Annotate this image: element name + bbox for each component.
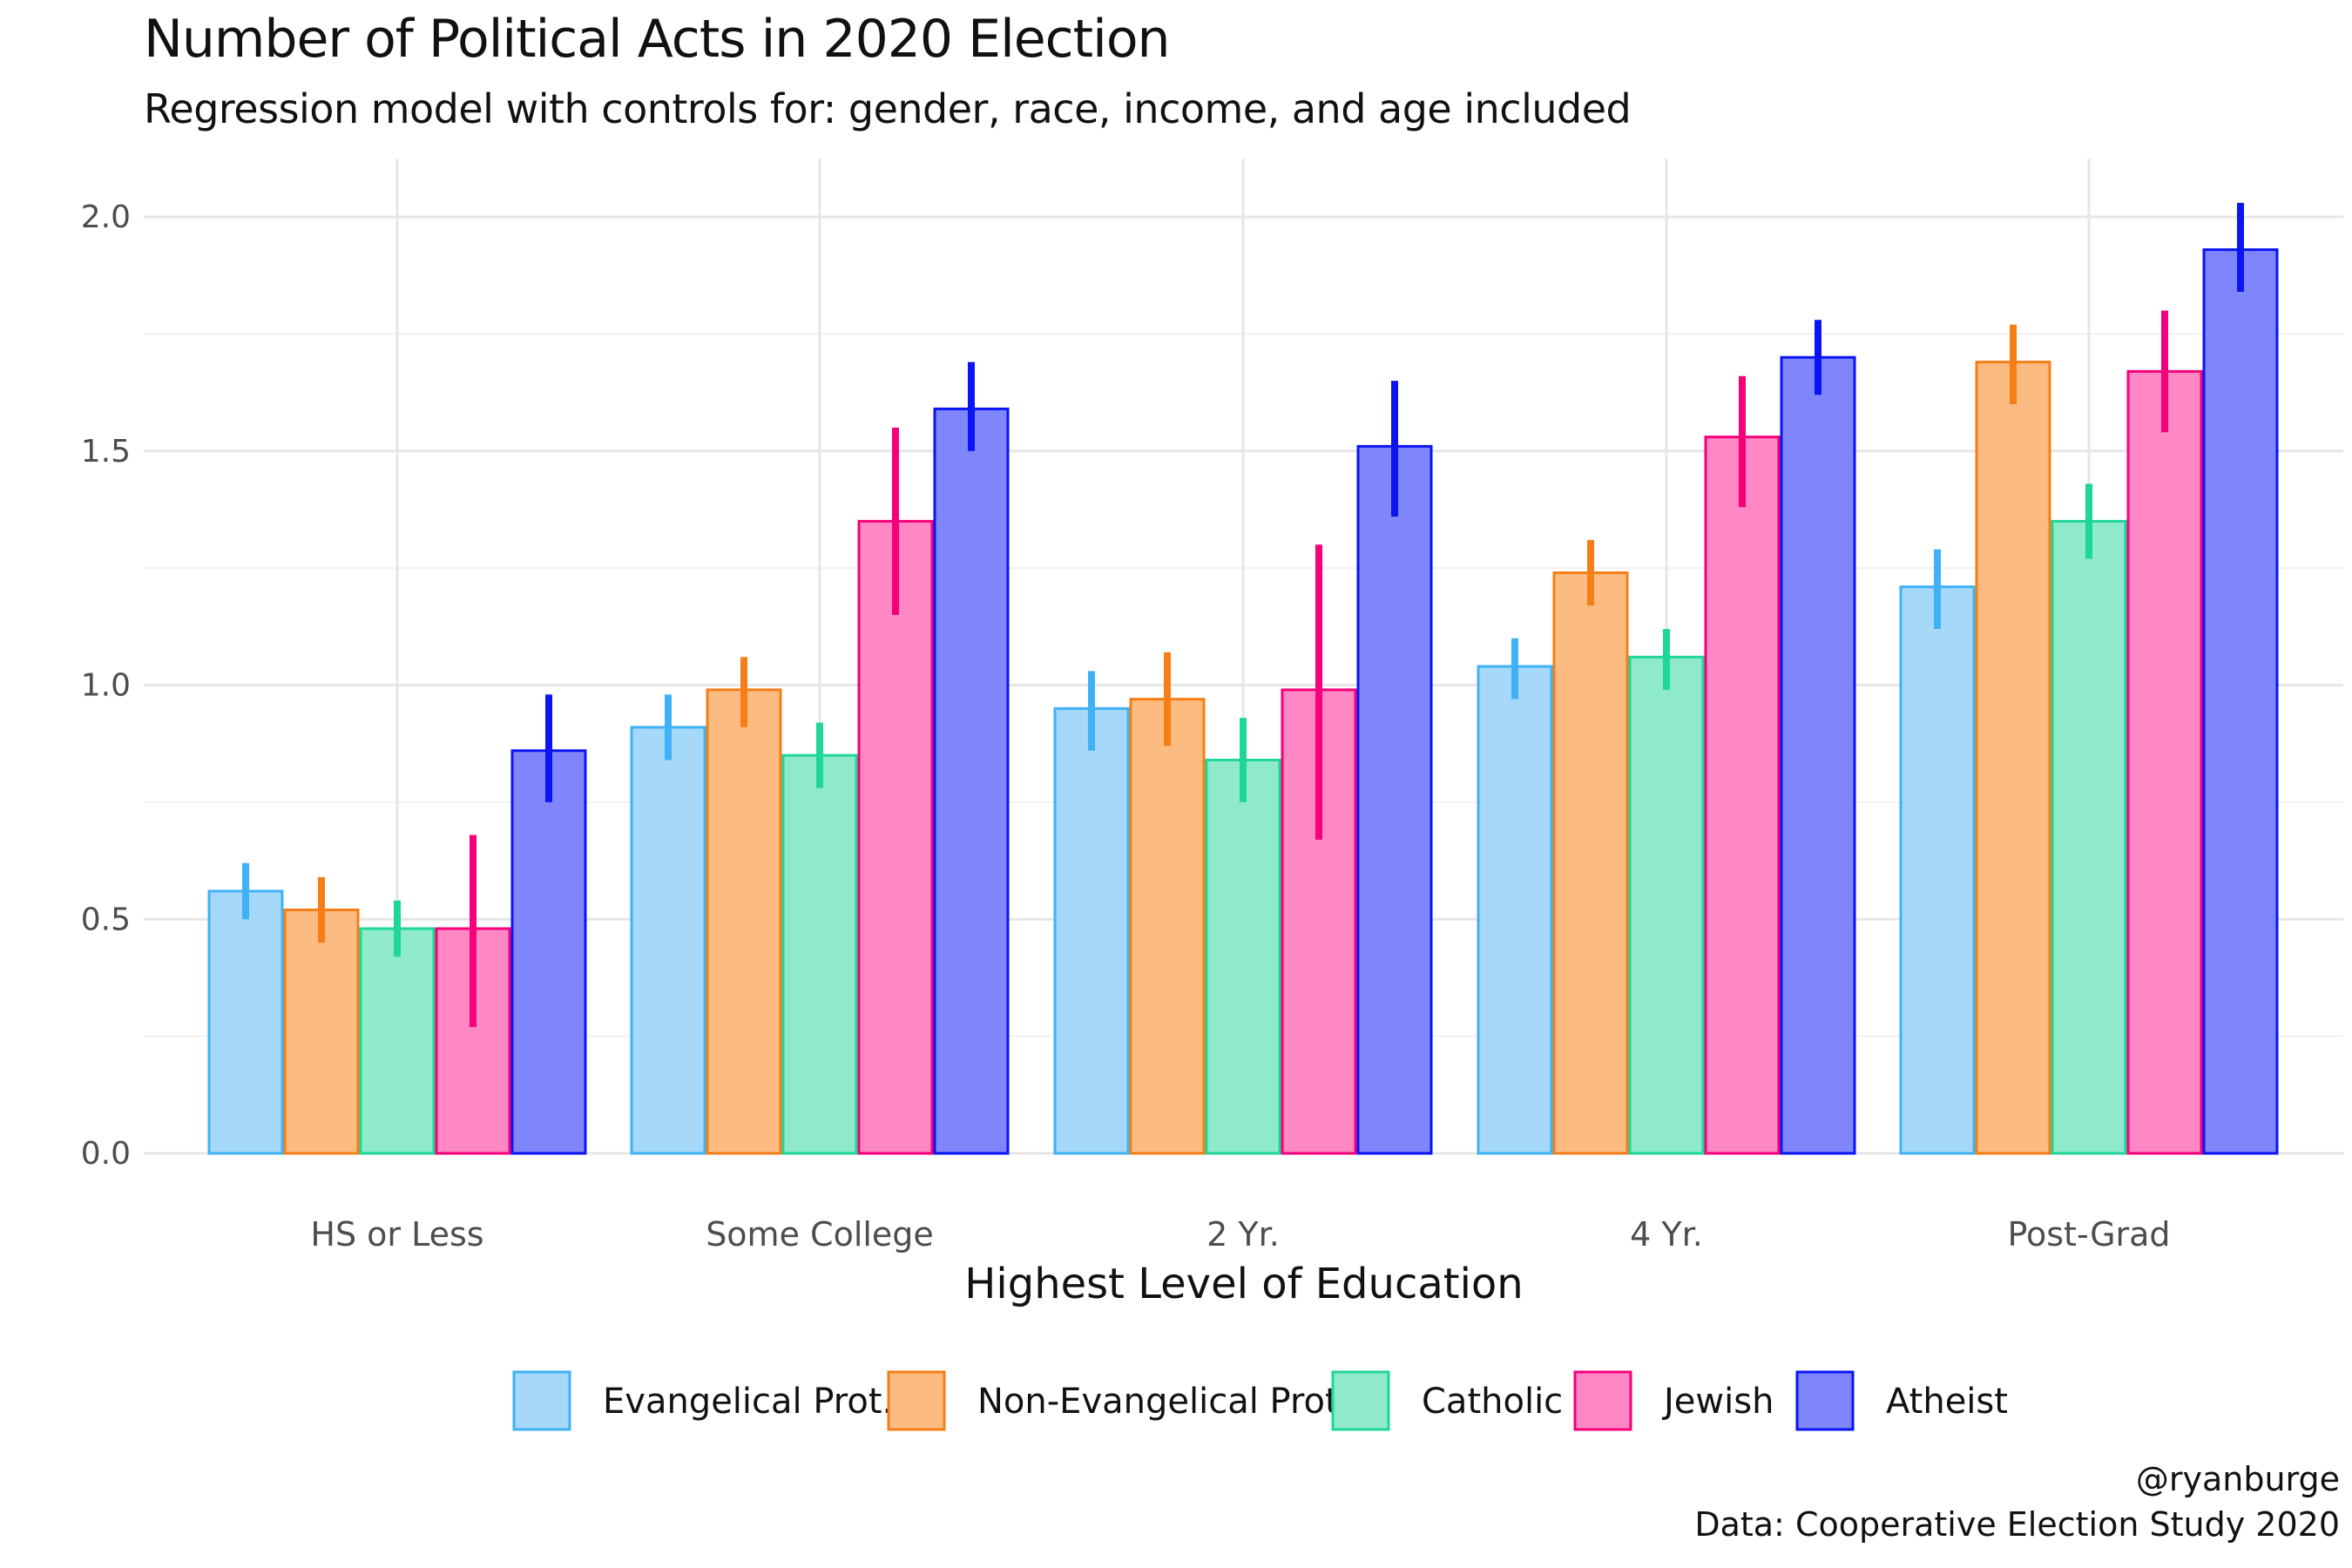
legend-key — [512, 1370, 571, 1431]
x-tick-label: 2 Yr. — [1206, 1215, 1280, 1254]
legend-key — [887, 1370, 946, 1431]
bar — [2051, 519, 2127, 1155]
legend-label: Non-Evangelical Prot. — [977, 1382, 1349, 1422]
bar — [1053, 706, 1130, 1155]
bar — [435, 927, 511, 1155]
legend-key — [1573, 1370, 1632, 1431]
bar — [2126, 369, 2203, 1155]
legend-label: Catholic — [1422, 1382, 1563, 1422]
x-tick-label: Some College — [706, 1215, 934, 1254]
bar — [1628, 655, 1705, 1155]
legend: Evangelical Prot. Non-Evangelical Prot. Ca… — [512, 1370, 2008, 1431]
x-tick-label: Post-Grad — [2007, 1215, 2170, 1254]
legend-key — [1331, 1370, 1390, 1431]
y-tick-label: 0.5 — [81, 902, 131, 937]
x-axis-title: Highest Level of Education — [964, 1260, 1523, 1308]
bar — [2202, 248, 2279, 1155]
y-tick-label: 1.0 — [81, 668, 131, 704]
bar — [283, 909, 360, 1155]
legend-label: Atheist — [1886, 1382, 2008, 1422]
y-axis-ticks: 0.0 0.5 1.0 1.5 2.0 — [81, 199, 131, 1172]
bar — [1704, 436, 1781, 1155]
legend-key — [1795, 1370, 1855, 1431]
bar — [359, 927, 436, 1155]
bar — [706, 688, 782, 1155]
y-tick-label: 2.0 — [81, 199, 131, 235]
caption-author: @ryanburge — [2135, 1460, 2340, 1498]
legend-label: Evangelical Prot. — [603, 1382, 893, 1422]
bar — [1975, 361, 2051, 1155]
bar — [1899, 585, 1976, 1155]
y-tick-label: 1.5 — [81, 434, 131, 470]
bar — [1780, 355, 1856, 1155]
x-axis-ticks: HS or Less Some College 2 Yr. 4 Yr. Post-Gra… — [310, 1215, 2170, 1254]
error-bars — [242, 202, 2244, 1027]
bars — [207, 248, 2279, 1155]
y-tick-label: 0.0 — [81, 1136, 131, 1172]
x-tick-label: HS or Less — [310, 1215, 483, 1254]
bar — [630, 726, 706, 1155]
legend-label: Jewish — [1661, 1382, 1774, 1422]
chart-title: Number of Political Acts in 2020 Electio… — [144, 9, 1171, 70]
chart-subtitle: Regression model with controls for: gend… — [144, 85, 1632, 132]
bar — [207, 889, 284, 1155]
bar — [1205, 759, 1281, 1155]
bar — [1477, 665, 1553, 1155]
bar — [857, 519, 934, 1155]
bar — [1129, 698, 1206, 1155]
bar — [510, 749, 587, 1155]
caption-source: Data: Cooperative Election Study 2020 — [1694, 1505, 2340, 1544]
x-tick-label: 4 Yr. — [1630, 1215, 1703, 1254]
bar — [1552, 571, 1629, 1155]
bar — [1356, 444, 1433, 1155]
bar — [933, 407, 1010, 1155]
bar — [781, 754, 858, 1155]
